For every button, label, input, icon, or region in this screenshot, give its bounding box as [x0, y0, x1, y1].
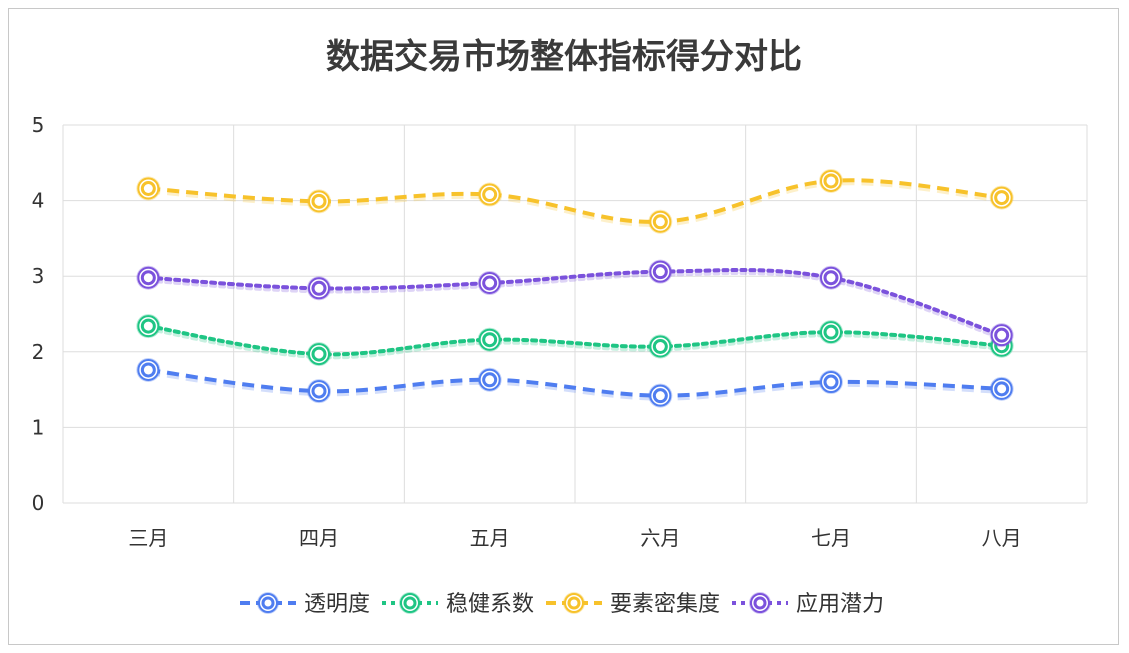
data-point[interactable]: [136, 314, 161, 339]
data-point[interactable]: [648, 209, 673, 234]
series-line: [146, 268, 1004, 338]
legend-label: 透明度: [304, 592, 370, 617]
series-2: [136, 314, 1014, 367]
y-tick-label: 3: [32, 264, 45, 288]
data-point[interactable]: [648, 334, 673, 359]
x-axis-ticks: 三月 四月 五月 六月 七月 八月: [128, 526, 1021, 550]
series-1: [136, 357, 1014, 408]
legend-label: 要素密集度: [610, 592, 720, 617]
series-line: [148, 367, 1002, 398]
legend-label: 应用潜力: [796, 592, 884, 617]
legend-item-1[interactable]: 透明度: [240, 592, 370, 617]
data-point[interactable]: [477, 367, 502, 392]
data-point[interactable]: [477, 182, 502, 207]
data-point[interactable]: [307, 276, 331, 301]
data-point[interactable]: [819, 320, 843, 345]
x-tick-label: 四月: [299, 526, 339, 550]
data-point[interactable]: [477, 327, 502, 352]
series-line-shadow: [146, 271, 1004, 341]
chart-frame: [8, 8, 1119, 645]
series-line-shadow: [148, 370, 1002, 401]
series-group: [136, 168, 1014, 408]
legend-item-3[interactable]: 要素密集度: [546, 592, 720, 617]
y-tick-label: 2: [32, 340, 45, 364]
data-point[interactable]: [989, 323, 1014, 348]
series-4: [136, 259, 1014, 348]
x-tick-label: 六月: [640, 526, 680, 550]
data-point[interactable]: [648, 259, 673, 284]
legend: 透明度 稳健系数 要素密集度 应用潜力: [240, 592, 884, 617]
legend-label: 稳健系数: [446, 592, 534, 617]
series-line: [148, 178, 1002, 224]
legend-item-4[interactable]: 应用潜力: [732, 592, 884, 617]
data-point[interactable]: [307, 379, 331, 404]
data-point[interactable]: [477, 271, 502, 296]
data-point[interactable]: [307, 342, 331, 367]
data-point[interactable]: [989, 376, 1014, 401]
data-point[interactable]: [819, 265, 843, 290]
y-tick-label: 1: [32, 415, 45, 439]
data-point[interactable]: [136, 265, 161, 290]
x-tick-label: 五月: [470, 526, 510, 550]
legend-item-2[interactable]: 稳健系数: [382, 592, 534, 617]
data-point[interactable]: [648, 383, 673, 408]
data-point[interactable]: [136, 357, 161, 382]
x-tick-label: 三月: [128, 526, 168, 550]
y-axis-ticks: 0 1 2 3 4 5: [32, 113, 45, 515]
series-3: [136, 168, 1014, 234]
data-point[interactable]: [819, 168, 843, 193]
x-tick-label: 八月: [982, 526, 1022, 550]
data-point[interactable]: [989, 185, 1014, 210]
x-tick-label: 七月: [811, 526, 851, 550]
data-point[interactable]: [819, 370, 843, 395]
data-point[interactable]: [307, 189, 331, 214]
y-tick-label: 4: [32, 189, 45, 213]
chart-title: 数据交易市场整体指标得分对比: [326, 37, 802, 77]
grid: [62, 124, 1088, 504]
series-line-shadow: [146, 327, 1004, 360]
y-tick-label: 5: [32, 113, 45, 137]
series-line: [146, 324, 1004, 357]
series-line-shadow: [148, 181, 1002, 227]
data-point[interactable]: [136, 176, 161, 201]
y-tick-label: 0: [32, 491, 45, 515]
